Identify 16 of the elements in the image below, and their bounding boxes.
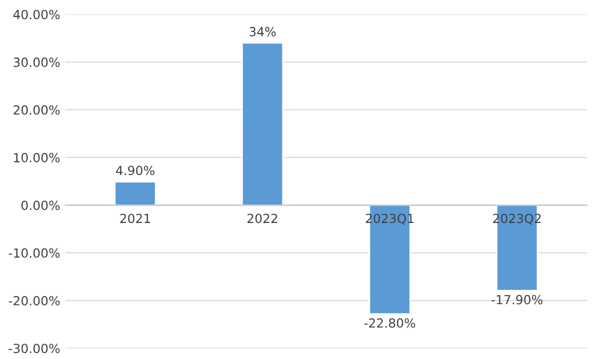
y-tick-label: 20.00%: [14, 105, 60, 115]
y-tick-label: 30.00%: [14, 58, 60, 67]
x-tick-label: 2022: [248, 214, 278, 224]
y-tick-label: -10.00%: [8, 248, 60, 258]
y-tick-label: 40.00%: [13, 10, 60, 20]
y-tick-label: 0.00%: [21, 200, 60, 210]
y-tick-label: -20.00%: [8, 296, 60, 306]
x-tick-label: 2021: [120, 214, 150, 224]
data-label: 34%: [250, 26, 276, 36]
data-label: -22.80%: [364, 318, 416, 328]
data-label: -17.90%: [492, 294, 542, 304]
bar: [241, 42, 284, 206]
data-label: 4.90%: [116, 166, 154, 176]
y-tick-label: 10.00%: [14, 152, 60, 162]
bar: [114, 181, 156, 206]
y-tick-label: -30.00%: [8, 344, 60, 354]
